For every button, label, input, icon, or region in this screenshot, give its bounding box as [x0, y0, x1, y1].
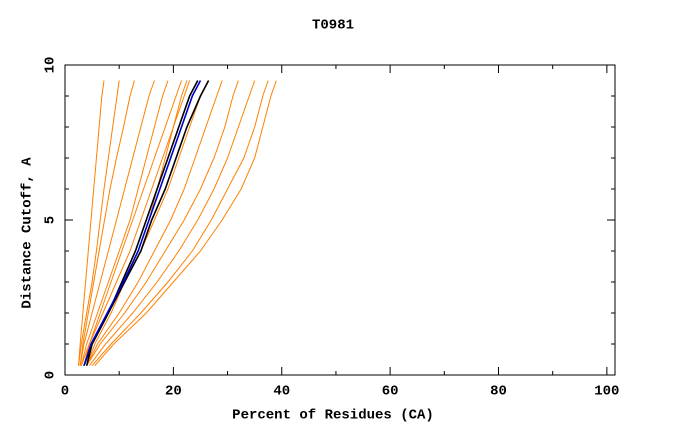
- curve: [79, 80, 155, 366]
- curve: [79, 80, 135, 366]
- curve: [80, 80, 169, 366]
- x-tick-label: 60: [382, 384, 399, 400]
- x-axis-label: Percent of Residues (CA): [232, 408, 434, 424]
- x-tick-label: 0: [61, 384, 69, 400]
- curve: [83, 80, 182, 366]
- y-tick-label: 0: [43, 371, 59, 379]
- plot-frame: [64, 64, 616, 376]
- curve: [78, 80, 105, 366]
- curve: [83, 80, 202, 366]
- y-axis-label: Distance Cutoff, A: [20, 157, 36, 309]
- curve: [86, 80, 223, 366]
- chart-title: T0981: [312, 18, 354, 34]
- curve: [88, 80, 256, 366]
- curve: [85, 80, 199, 366]
- curve: [80, 80, 191, 366]
- curve: [94, 80, 277, 367]
- curve: [78, 80, 120, 366]
- y-tick-label: 5: [43, 216, 59, 224]
- x-tick-label: 80: [490, 384, 507, 400]
- x-tick-label: 20: [165, 384, 182, 400]
- curve: [86, 80, 239, 366]
- x-tick-label: 40: [273, 384, 290, 400]
- y-tick-label: 10: [43, 57, 59, 74]
- x-tick-label: 100: [594, 384, 619, 400]
- curve: [91, 80, 269, 367]
